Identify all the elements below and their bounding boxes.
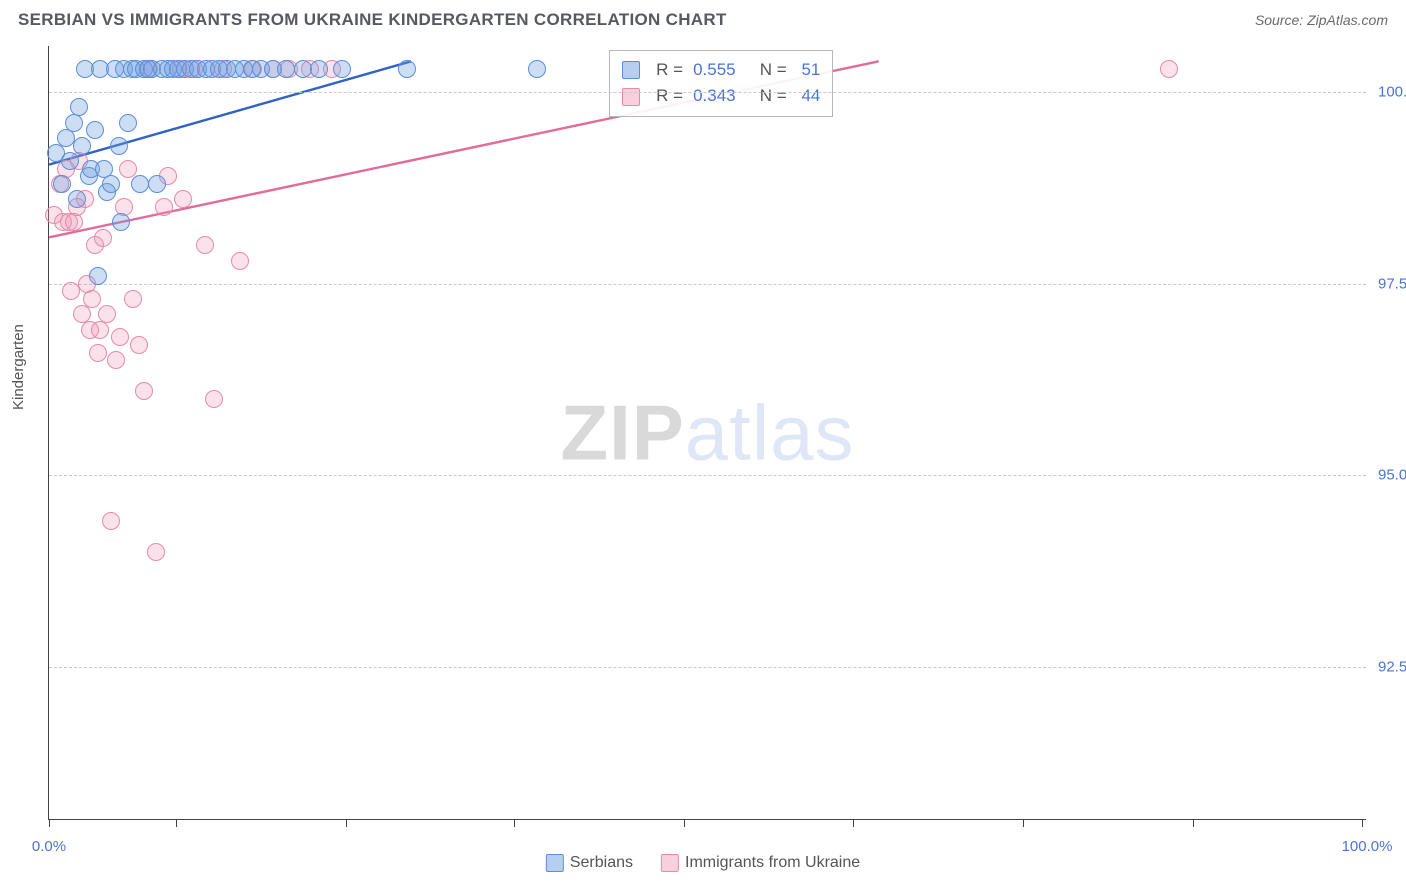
legend-swatch-icon (622, 61, 640, 79)
x-tick (514, 819, 515, 827)
legend-swatch-icon (661, 854, 679, 872)
x-tick (684, 819, 685, 827)
scatter-point-pink (94, 229, 112, 247)
scatter-point-blue (310, 60, 328, 78)
y-tick-label: 97.5% (1368, 275, 1406, 292)
scatter-point-blue (110, 137, 128, 155)
scatter-point-pink (111, 328, 129, 346)
scatter-point-pink (107, 351, 125, 369)
stat-n-value: 44 (797, 83, 821, 109)
scatter-point-blue (65, 114, 83, 132)
gridline-h (49, 667, 1366, 668)
scatter-point-blue (528, 60, 546, 78)
stats-row: R = 0.343 N = 44 (622, 83, 820, 109)
scatter-point-pink (147, 543, 165, 561)
watermark-bold: ZIP (560, 388, 684, 476)
gridline-h (49, 475, 1366, 476)
scatter-plot-area: ZIPatlas R = 0.555 N = 51 R = 0.343 N = … (48, 46, 1366, 820)
header: SERBIAN VS IMMIGRANTS FROM UKRAINE KINDE… (0, 0, 1406, 36)
legend-item: Serbians (546, 854, 633, 872)
scatter-point-pink (119, 160, 137, 178)
watermark-rest: atlas (685, 388, 855, 476)
x-tick (49, 819, 50, 827)
y-tick-label: 92.5% (1368, 658, 1406, 675)
scatter-point-pink (1160, 60, 1178, 78)
x-tick (346, 819, 347, 827)
scatter-point-pink (130, 336, 148, 354)
scatter-point-blue (398, 60, 416, 78)
scatter-point-blue (86, 121, 104, 139)
source-name: ZipAtlas.com (1307, 12, 1388, 28)
scatter-point-pink (155, 198, 173, 216)
legend-label: Serbians (570, 854, 633, 871)
stat-r-value: 0.555 (693, 57, 736, 83)
scatter-point-pink (91, 321, 109, 339)
scatter-point-blue (70, 98, 88, 116)
scatter-point-pink (83, 290, 101, 308)
scatter-point-blue (61, 152, 79, 170)
scatter-point-pink (102, 512, 120, 530)
scatter-point-pink (174, 190, 192, 208)
x-tick-label: 0.0% (32, 838, 66, 855)
scatter-point-blue (73, 137, 91, 155)
legend-label: Immigrants from Ukraine (685, 854, 860, 871)
watermark: ZIPatlas (560, 387, 854, 478)
scatter-point-blue (277, 60, 295, 78)
scatter-point-pink (196, 236, 214, 254)
stats-legend-box: R = 0.555 N = 51 R = 0.343 N = 44 (609, 50, 833, 117)
scatter-point-pink (135, 382, 153, 400)
scatter-point-pink (98, 305, 116, 323)
scatter-point-pink (124, 290, 142, 308)
y-tick-label: 95.0% (1368, 467, 1406, 484)
x-tick (1362, 819, 1363, 827)
legend-item: Immigrants from Ukraine (661, 854, 860, 872)
gridline-h (49, 284, 1366, 285)
scatter-point-blue (333, 60, 351, 78)
chart-title: SERBIAN VS IMMIGRANTS FROM UKRAINE KINDE… (18, 10, 727, 30)
scatter-point-blue (68, 190, 86, 208)
scatter-point-blue (148, 175, 166, 193)
scatter-point-pink (205, 390, 223, 408)
gridline-h (49, 92, 1366, 93)
stat-n-value: 51 (797, 57, 821, 83)
y-tick-label: 100.0% (1368, 83, 1406, 100)
scatter-point-pink (89, 344, 107, 362)
scatter-point-blue (131, 175, 149, 193)
scatter-point-blue (102, 175, 120, 193)
stat-r-value: 0.343 (693, 83, 736, 109)
scatter-point-blue (119, 114, 137, 132)
regression-lines (49, 46, 1366, 819)
scatter-point-pink (231, 252, 249, 270)
bottom-legend: Serbians Immigrants from Ukraine (546, 854, 860, 872)
legend-swatch-icon (622, 88, 640, 106)
scatter-point-blue (53, 175, 71, 193)
x-tick (176, 819, 177, 827)
x-tick (1023, 819, 1024, 827)
scatter-point-blue (112, 213, 130, 231)
source-label: Source: (1255, 12, 1303, 28)
x-tick-label: 100.0% (1342, 838, 1393, 855)
scatter-point-blue (89, 267, 107, 285)
stats-row: R = 0.555 N = 51 (622, 57, 820, 83)
legend-swatch-icon (546, 854, 564, 872)
x-tick (1193, 819, 1194, 827)
x-tick (853, 819, 854, 827)
scatter-point-pink (65, 213, 83, 231)
y-axis-label: Kindergarten (10, 324, 27, 410)
source-attribution: Source: ZipAtlas.com (1255, 12, 1388, 28)
